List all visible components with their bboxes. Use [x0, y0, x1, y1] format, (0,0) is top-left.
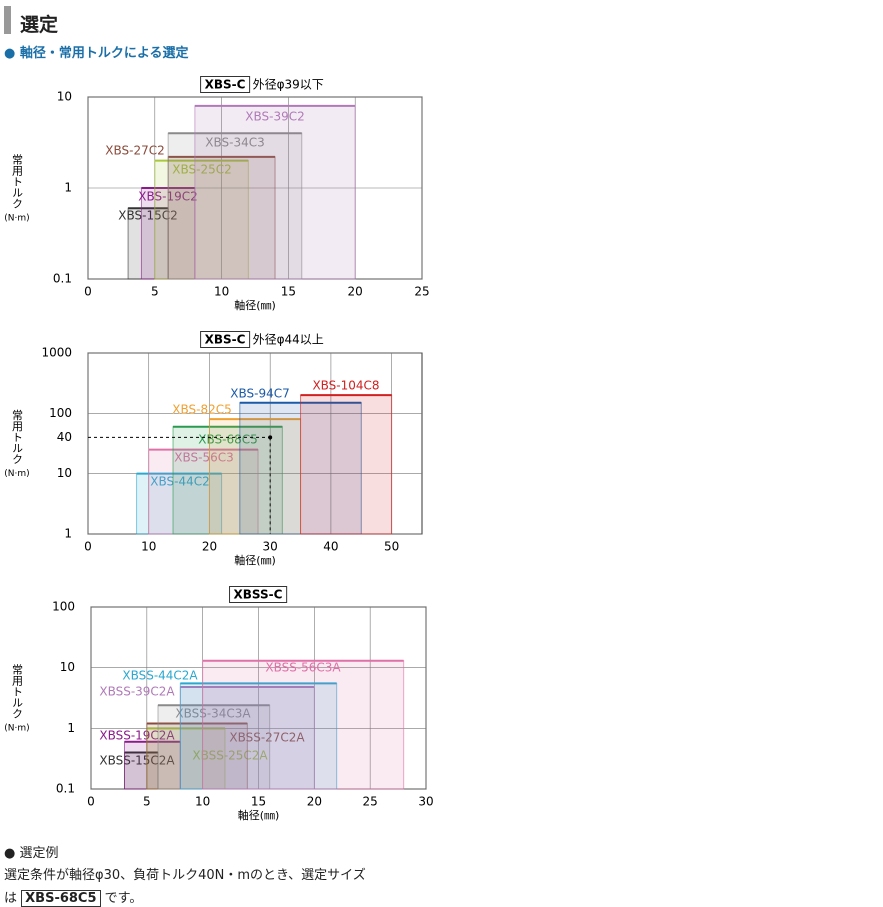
y-tick-label: 10 — [57, 90, 72, 104]
section-heading: ● 軸径・常用トルクによる選定 — [4, 46, 189, 61]
series-label: XBSS-44C2A — [122, 669, 198, 683]
range-bar — [202, 660, 405, 790]
range-bar — [179, 682, 338, 790]
series-label: XBS-15C2 — [118, 209, 177, 223]
model-box: XBS-68C5 — [21, 890, 101, 907]
x-tick-label: 15 — [251, 795, 266, 809]
annotation-label: 40 — [57, 430, 72, 444]
series-label: XBS-56C3 — [174, 451, 233, 465]
x-tick-label: 10 — [195, 795, 210, 809]
series-label: XBSS-25C2A — [192, 749, 268, 763]
plot-area — [87, 352, 423, 535]
title-box — [200, 76, 251, 93]
x-tick-label: 20 — [307, 795, 322, 809]
y-axis-label: 常用トルク — [11, 664, 24, 719]
annotation-point — [268, 435, 273, 440]
x-tick-label: 0 — [84, 540, 92, 554]
x-tick-label: 0 — [87, 795, 95, 809]
range-bar — [167, 156, 276, 280]
x-tick-label: 30 — [263, 540, 278, 554]
range-bar — [300, 394, 393, 535]
y-tick-label: 1 — [64, 181, 72, 195]
series-label: XBSS-39C2A — [99, 685, 175, 699]
title-box — [200, 331, 251, 348]
title-box — [229, 586, 288, 603]
x-tick-label: 5 — [151, 285, 159, 299]
range-bar — [157, 704, 271, 790]
series-label: XBS-44C2 — [150, 475, 209, 489]
y-tick-label: 1 — [67, 721, 75, 735]
series-label: XBSS-56C3A — [265, 661, 341, 675]
chart-title-note: 外径φ44以上 — [253, 333, 324, 347]
x-tick-label: 20 — [202, 540, 217, 554]
y-tick-label: 0.1 — [56, 782, 75, 796]
x-tick-label: 50 — [384, 540, 399, 554]
range-bar — [194, 105, 356, 280]
x-tick-label: 30 — [418, 795, 433, 809]
title-bar — [4, 6, 11, 34]
series-label: XBS-25C2 — [172, 163, 231, 177]
y-tick-label: 1 — [64, 527, 72, 541]
y-axis-label: 常用トルク — [11, 154, 24, 209]
series-label: XBSS-19C2A — [99, 729, 175, 743]
example-result: は XBS-68C5 です。 — [4, 887, 143, 907]
y-tick-label: 10 — [57, 466, 72, 480]
y-tick-label: 0.1 — [53, 272, 72, 286]
series-label: XBS-94C7 — [230, 387, 289, 401]
series-label: XBSS-34C3A — [175, 707, 251, 721]
page-title: 選定 — [20, 14, 59, 36]
x-tick-label: 10 — [141, 540, 156, 554]
series-label: XBS-82C5 — [172, 403, 231, 417]
y-tick-label: 100 — [49, 406, 72, 420]
y-axis-unit: (N·m) — [4, 469, 29, 479]
x-tick-label: 25 — [414, 285, 429, 299]
chart-title: XBSS-C — [234, 588, 283, 602]
range-bar — [172, 426, 283, 535]
example-heading: ● 選定例 — [4, 846, 59, 861]
y-tick-label: 100 — [52, 600, 75, 614]
range-bar — [154, 160, 249, 280]
series-label: XBS-39C2 — [245, 110, 304, 124]
example-text: 選定条件が軸径φ30、負荷トルク40N・mのとき、選定サイズ — [4, 868, 366, 883]
y-tick-label: 1000 — [41, 346, 72, 360]
x-axis-label: 軸径(㎜) — [238, 808, 280, 822]
series-label: XBSS-15C2A — [99, 754, 175, 768]
series-label: XBS-34C3 — [205, 136, 264, 150]
text: です。 — [104, 891, 143, 906]
range-bar — [146, 727, 226, 790]
y-axis-unit: (N·m) — [4, 214, 29, 224]
chart-title-note: 外径φ39以下 — [253, 78, 324, 92]
chart-title: XBS-C — [205, 333, 246, 347]
y-tick-label: 10 — [60, 660, 75, 674]
x-tick-label: 15 — [281, 285, 296, 299]
series-label: XBS-104C8 — [312, 379, 379, 393]
chart-title: XBS-C — [205, 78, 246, 92]
y-axis-label: 常用トルク — [11, 409, 24, 464]
range-bar — [208, 418, 302, 535]
x-tick-label: 40 — [323, 540, 338, 554]
x-tick-label: 5 — [143, 795, 151, 809]
text: は — [4, 891, 18, 906]
range-bar — [127, 207, 169, 280]
x-tick-label: 10 — [214, 285, 229, 299]
x-tick-label: 25 — [363, 795, 378, 809]
series-label: XBS-27C2 — [105, 144, 164, 158]
series-label: XBSS-27C2A — [229, 731, 305, 745]
range-bar — [167, 132, 303, 280]
x-axis-label: 軸径(㎜) — [234, 298, 276, 312]
series-label: XBS-68C5 — [198, 433, 257, 447]
range-bar — [124, 751, 159, 790]
x-tick-label: 20 — [348, 285, 363, 299]
x-axis-label: 軸径(㎜) — [234, 553, 276, 567]
range-bar — [146, 723, 248, 790]
y-axis-unit: (N·m) — [4, 724, 29, 734]
range-bar — [136, 473, 223, 535]
x-tick-label: 0 — [84, 285, 92, 299]
